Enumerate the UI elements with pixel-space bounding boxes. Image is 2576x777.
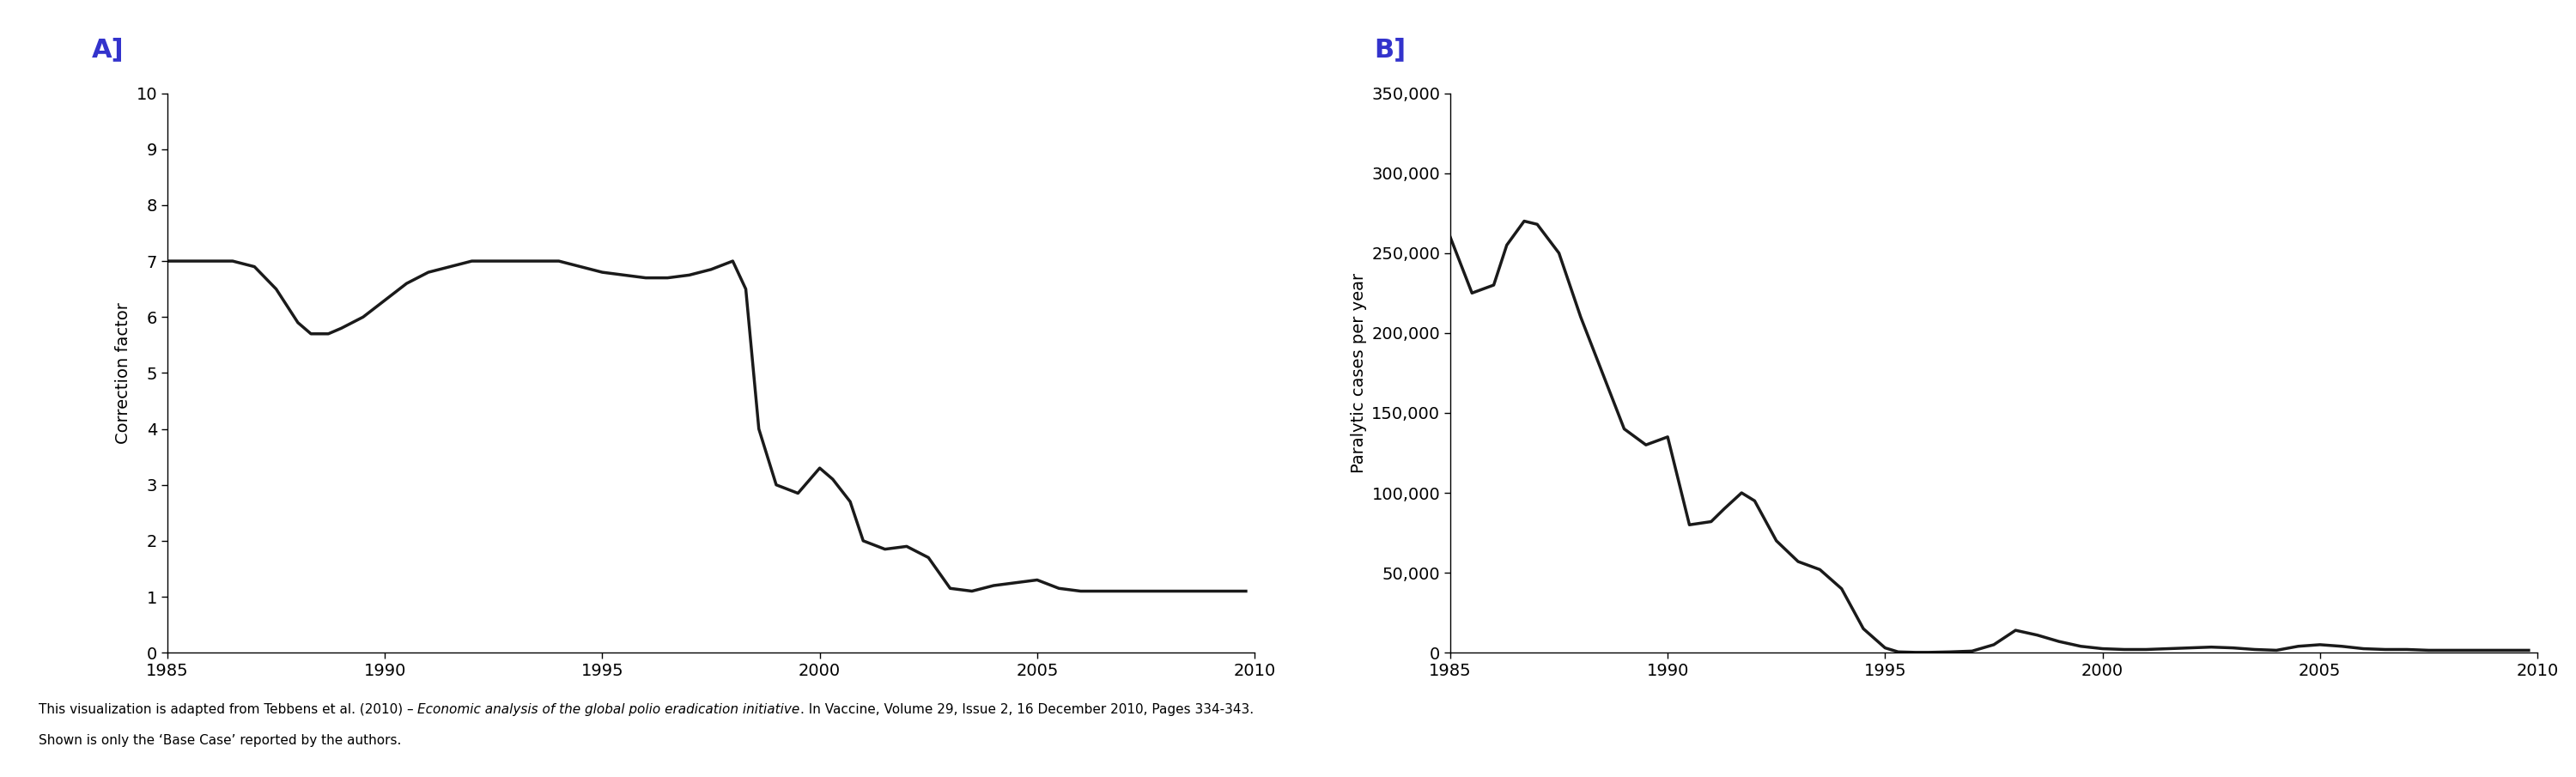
Text: This visualization is adapted from Tebbens et al. (2010) –: This visualization is adapted from Tebbe…: [39, 703, 417, 716]
Y-axis label: Correction factor: Correction factor: [116, 302, 131, 444]
Text: Shown is only the ‘Base Case’ reported by the authors.: Shown is only the ‘Base Case’ reported b…: [39, 734, 402, 747]
Text: Economic analysis of the global polio eradication initiative: Economic analysis of the global polio er…: [417, 703, 801, 716]
Text: B]: B]: [1373, 37, 1406, 62]
Text: A]: A]: [90, 37, 124, 62]
Text: . In Vaccine, Volume 29, Issue 2, 16 December 2010, Pages 334-343.: . In Vaccine, Volume 29, Issue 2, 16 Dec…: [801, 703, 1255, 716]
Y-axis label: Paralytic cases per year: Paralytic cases per year: [1350, 273, 1368, 473]
